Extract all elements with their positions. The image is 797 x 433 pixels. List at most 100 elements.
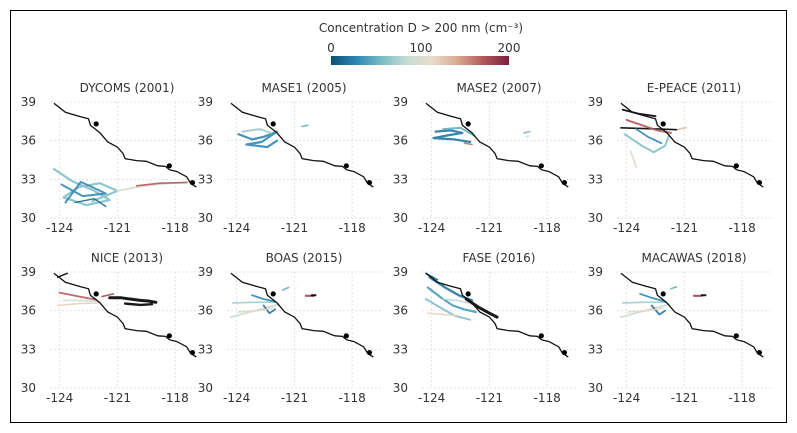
x-tick-label: -118	[534, 391, 561, 405]
flight-track	[677, 127, 688, 130]
flight-track	[625, 119, 672, 134]
flight-track	[670, 285, 678, 290]
panel-plot-area	[620, 272, 764, 358]
y-tick-label: 36	[21, 304, 36, 318]
flight-track	[635, 128, 663, 145]
coastline	[230, 102, 374, 188]
flight-track	[74, 197, 107, 208]
panel-5: BOAS (2015) -124 -121 -118 39 36 33 30	[198, 251, 381, 405]
site-marker	[660, 291, 666, 297]
site-marker	[366, 179, 373, 186]
y-tick-label: 39	[198, 95, 213, 109]
x-tick-label: -121	[476, 391, 503, 405]
panel-plot-area	[425, 102, 569, 188]
coastline	[425, 272, 569, 358]
y-tick-label: 33	[21, 172, 36, 186]
colorbar-label: Concentration D > 200 nm (cm⁻³)	[319, 21, 523, 35]
flight-track	[56, 302, 99, 307]
x-tick-label: -124	[418, 391, 445, 405]
y-tick-label: 30	[393, 381, 408, 395]
y-tick-label: 30	[588, 211, 603, 225]
panel-plot-area	[52, 102, 197, 208]
y-tick-label: 33	[198, 342, 213, 356]
y-tick-label: 36	[198, 134, 213, 148]
flight-track	[523, 130, 531, 134]
panel-6: FASE (2016) -124 -121 -118 39 36 33 30	[393, 251, 576, 405]
panel-title: BOAS (2015)	[266, 251, 343, 265]
x-tick-label: -124	[46, 391, 73, 405]
site-marker	[756, 179, 763, 186]
flight-track	[57, 272, 69, 278]
panel-grid: DYCOMS (2001) -124 -121 -118 39 36 33 30 MASE1 (…	[21, 81, 771, 405]
x-tick-label: -121	[281, 391, 308, 405]
x-tick-label: -124	[613, 391, 640, 405]
flight-track	[108, 296, 158, 304]
y-tick-label: 33	[21, 342, 36, 356]
panel-plot-area	[230, 102, 374, 188]
x-tick-label: -118	[162, 221, 189, 235]
x-tick-label: -118	[534, 221, 561, 235]
site-marker	[733, 163, 739, 169]
panel-title: MACAWAS (2018)	[641, 251, 746, 265]
flight-track	[62, 299, 101, 303]
flight-track	[232, 301, 276, 304]
panel-plot-area	[229, 272, 374, 358]
flight-track	[620, 303, 670, 319]
panel-title: DYCOMS (2001)	[80, 81, 175, 95]
y-tick-label: 36	[393, 304, 408, 318]
site-marker	[366, 349, 373, 356]
site-marker	[166, 163, 172, 169]
site-marker	[733, 333, 739, 339]
y-tick-label: 33	[393, 342, 408, 356]
site-marker	[343, 163, 349, 169]
panel-title: MASE2 (2007)	[456, 81, 541, 95]
y-tick-label: 30	[198, 211, 213, 225]
y-tick-label: 39	[393, 265, 408, 279]
flight-track	[301, 124, 309, 128]
flight-track	[123, 302, 154, 307]
flight-track	[52, 167, 119, 207]
site-marker	[756, 349, 763, 356]
coastline	[620, 102, 764, 188]
panel-7: MACAWAS (2018) -124 -121 -118 39 36 33 30	[588, 251, 771, 405]
coastline	[230, 272, 374, 358]
site-marker	[166, 333, 172, 339]
coastline	[425, 102, 569, 188]
panel-title: FASE (2016)	[463, 251, 536, 265]
figure-border	[10, 10, 787, 423]
flight-track	[639, 292, 666, 303]
panel-4: NICE (2013) -124 -121 -118 39 36 33 30	[21, 251, 204, 405]
site-marker	[93, 121, 99, 127]
y-tick-label: 36	[21, 134, 36, 148]
x-tick-label: -118	[162, 391, 189, 405]
site-marker	[465, 291, 471, 297]
site-marker	[660, 121, 666, 127]
site-marker	[465, 121, 471, 127]
y-tick-label: 33	[393, 172, 408, 186]
colorbar-gradient	[331, 56, 509, 65]
x-tick-label: -124	[46, 221, 73, 235]
flight-track	[650, 304, 666, 316]
panel-title: MASE1 (2005)	[261, 81, 346, 95]
site-marker	[343, 333, 349, 339]
site-marker	[93, 291, 99, 297]
x-tick-label: -121	[104, 221, 131, 235]
x-tick-label: -121	[104, 391, 131, 405]
flight-track	[241, 128, 273, 134]
flight-track	[442, 126, 475, 137]
flight-track	[229, 303, 280, 319]
flight-track	[629, 150, 638, 169]
x-tick-label: -124	[613, 221, 640, 235]
colorbar-tick-200: 200	[498, 41, 521, 55]
x-tick-label: -118	[729, 391, 756, 405]
site-marker	[189, 179, 196, 186]
panel-0: DYCOMS (2001) -124 -121 -118 39 36 33 30	[21, 81, 204, 235]
y-tick-label: 33	[588, 172, 603, 186]
y-tick-label: 39	[21, 265, 36, 279]
colorbar: Concentration D > 200 nm (cm⁻³) 0 100 20…	[319, 21, 523, 65]
y-tick-label: 39	[588, 95, 603, 109]
panel-3: E-PEACE (2011) -124 -121 -118 39 36 33 30	[588, 81, 771, 235]
x-tick-label: -121	[281, 221, 308, 235]
site-marker	[561, 179, 568, 186]
